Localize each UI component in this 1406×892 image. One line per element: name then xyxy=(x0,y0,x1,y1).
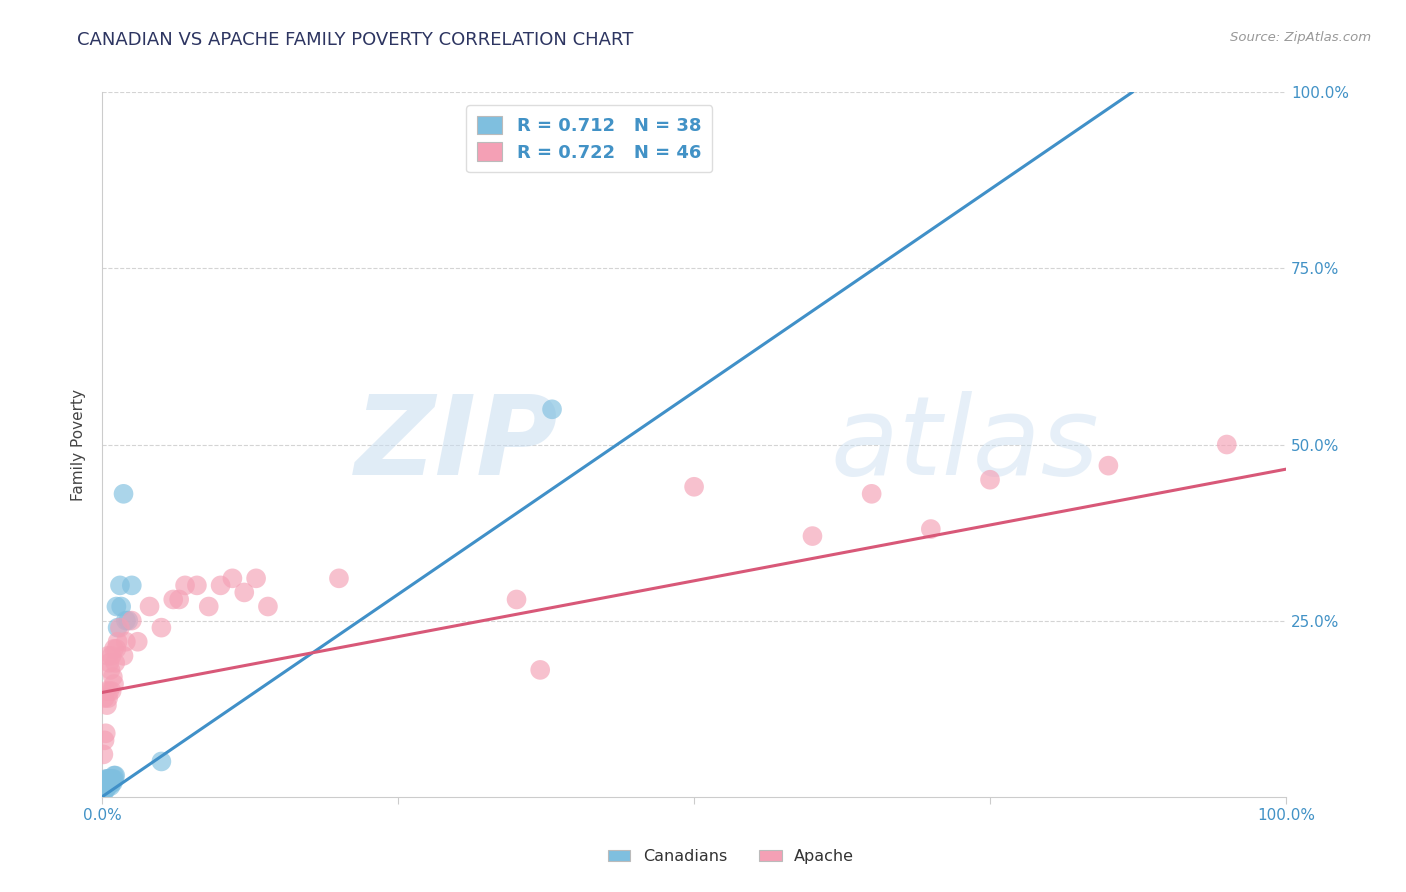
Point xyxy=(197,599,219,614)
Point xyxy=(257,599,280,614)
Point xyxy=(979,473,1001,487)
Point xyxy=(110,599,132,614)
Point xyxy=(100,775,122,789)
Point xyxy=(103,768,125,782)
Point xyxy=(100,772,122,786)
Y-axis label: Family Poverty: Family Poverty xyxy=(72,389,86,500)
Point xyxy=(541,402,564,417)
Point xyxy=(683,480,706,494)
Point xyxy=(97,691,120,706)
Point xyxy=(101,772,124,786)
Point xyxy=(112,648,135,663)
Text: atlas: atlas xyxy=(830,391,1099,498)
Point xyxy=(96,772,118,786)
Point xyxy=(93,775,115,789)
Point xyxy=(94,726,117,740)
Point xyxy=(101,775,124,789)
Point xyxy=(162,592,184,607)
Point xyxy=(860,487,883,501)
Point xyxy=(94,779,117,793)
Point xyxy=(100,663,122,677)
Text: CANADIAN VS APACHE FAMILY POVERTY CORRELATION CHART: CANADIAN VS APACHE FAMILY POVERTY CORREL… xyxy=(77,31,634,49)
Point xyxy=(97,772,120,786)
Point xyxy=(127,634,149,648)
Point xyxy=(529,663,551,677)
Point xyxy=(108,578,131,592)
Point xyxy=(96,698,118,712)
Point xyxy=(100,775,122,789)
Point xyxy=(104,768,127,782)
Point xyxy=(98,775,121,789)
Point xyxy=(112,487,135,501)
Point xyxy=(101,670,124,684)
Point xyxy=(93,691,115,706)
Point xyxy=(96,775,118,789)
Point xyxy=(104,656,127,670)
Point xyxy=(93,782,115,797)
Point xyxy=(167,592,190,607)
Point xyxy=(96,779,118,793)
Point xyxy=(97,779,120,793)
Point xyxy=(108,621,131,635)
Point xyxy=(100,684,122,698)
Point xyxy=(245,571,267,585)
Point xyxy=(186,578,208,592)
Point xyxy=(1216,437,1239,451)
Point xyxy=(98,656,121,670)
Point xyxy=(94,772,117,786)
Point xyxy=(115,634,138,648)
Text: ZIP: ZIP xyxy=(354,391,558,498)
Point xyxy=(93,747,115,762)
Point xyxy=(93,779,115,793)
Point xyxy=(115,614,138,628)
Point xyxy=(100,772,122,786)
Point xyxy=(93,779,115,793)
Point xyxy=(150,755,173,769)
Point xyxy=(100,779,122,793)
Point xyxy=(105,641,128,656)
Point xyxy=(93,786,115,800)
Point xyxy=(97,648,120,663)
Point xyxy=(233,585,256,599)
Point xyxy=(94,782,117,797)
Point xyxy=(107,621,129,635)
Point xyxy=(328,571,350,585)
Point xyxy=(920,522,942,536)
Point xyxy=(209,578,232,592)
Point xyxy=(121,578,143,592)
Point xyxy=(150,621,173,635)
Point xyxy=(117,614,139,628)
Point xyxy=(1097,458,1119,473)
Point xyxy=(103,772,125,786)
Legend: R = 0.712   N = 38, R = 0.722   N = 46: R = 0.712 N = 38, R = 0.722 N = 46 xyxy=(467,105,713,172)
Point xyxy=(138,599,160,614)
Point xyxy=(100,648,122,663)
Point xyxy=(505,592,527,607)
Text: Source: ZipAtlas.com: Source: ZipAtlas.com xyxy=(1230,31,1371,45)
Point xyxy=(107,634,129,648)
Point xyxy=(121,614,143,628)
Point xyxy=(97,775,120,789)
Point xyxy=(103,641,125,656)
Point xyxy=(98,772,121,786)
Point xyxy=(103,677,125,691)
Point xyxy=(105,599,128,614)
Point xyxy=(94,775,117,789)
Point xyxy=(98,684,121,698)
Point xyxy=(801,529,824,543)
Point xyxy=(94,684,117,698)
Point xyxy=(221,571,243,585)
Legend: Canadians, Apache: Canadians, Apache xyxy=(602,843,860,871)
Point xyxy=(93,782,115,797)
Point xyxy=(174,578,197,592)
Point xyxy=(93,733,115,747)
